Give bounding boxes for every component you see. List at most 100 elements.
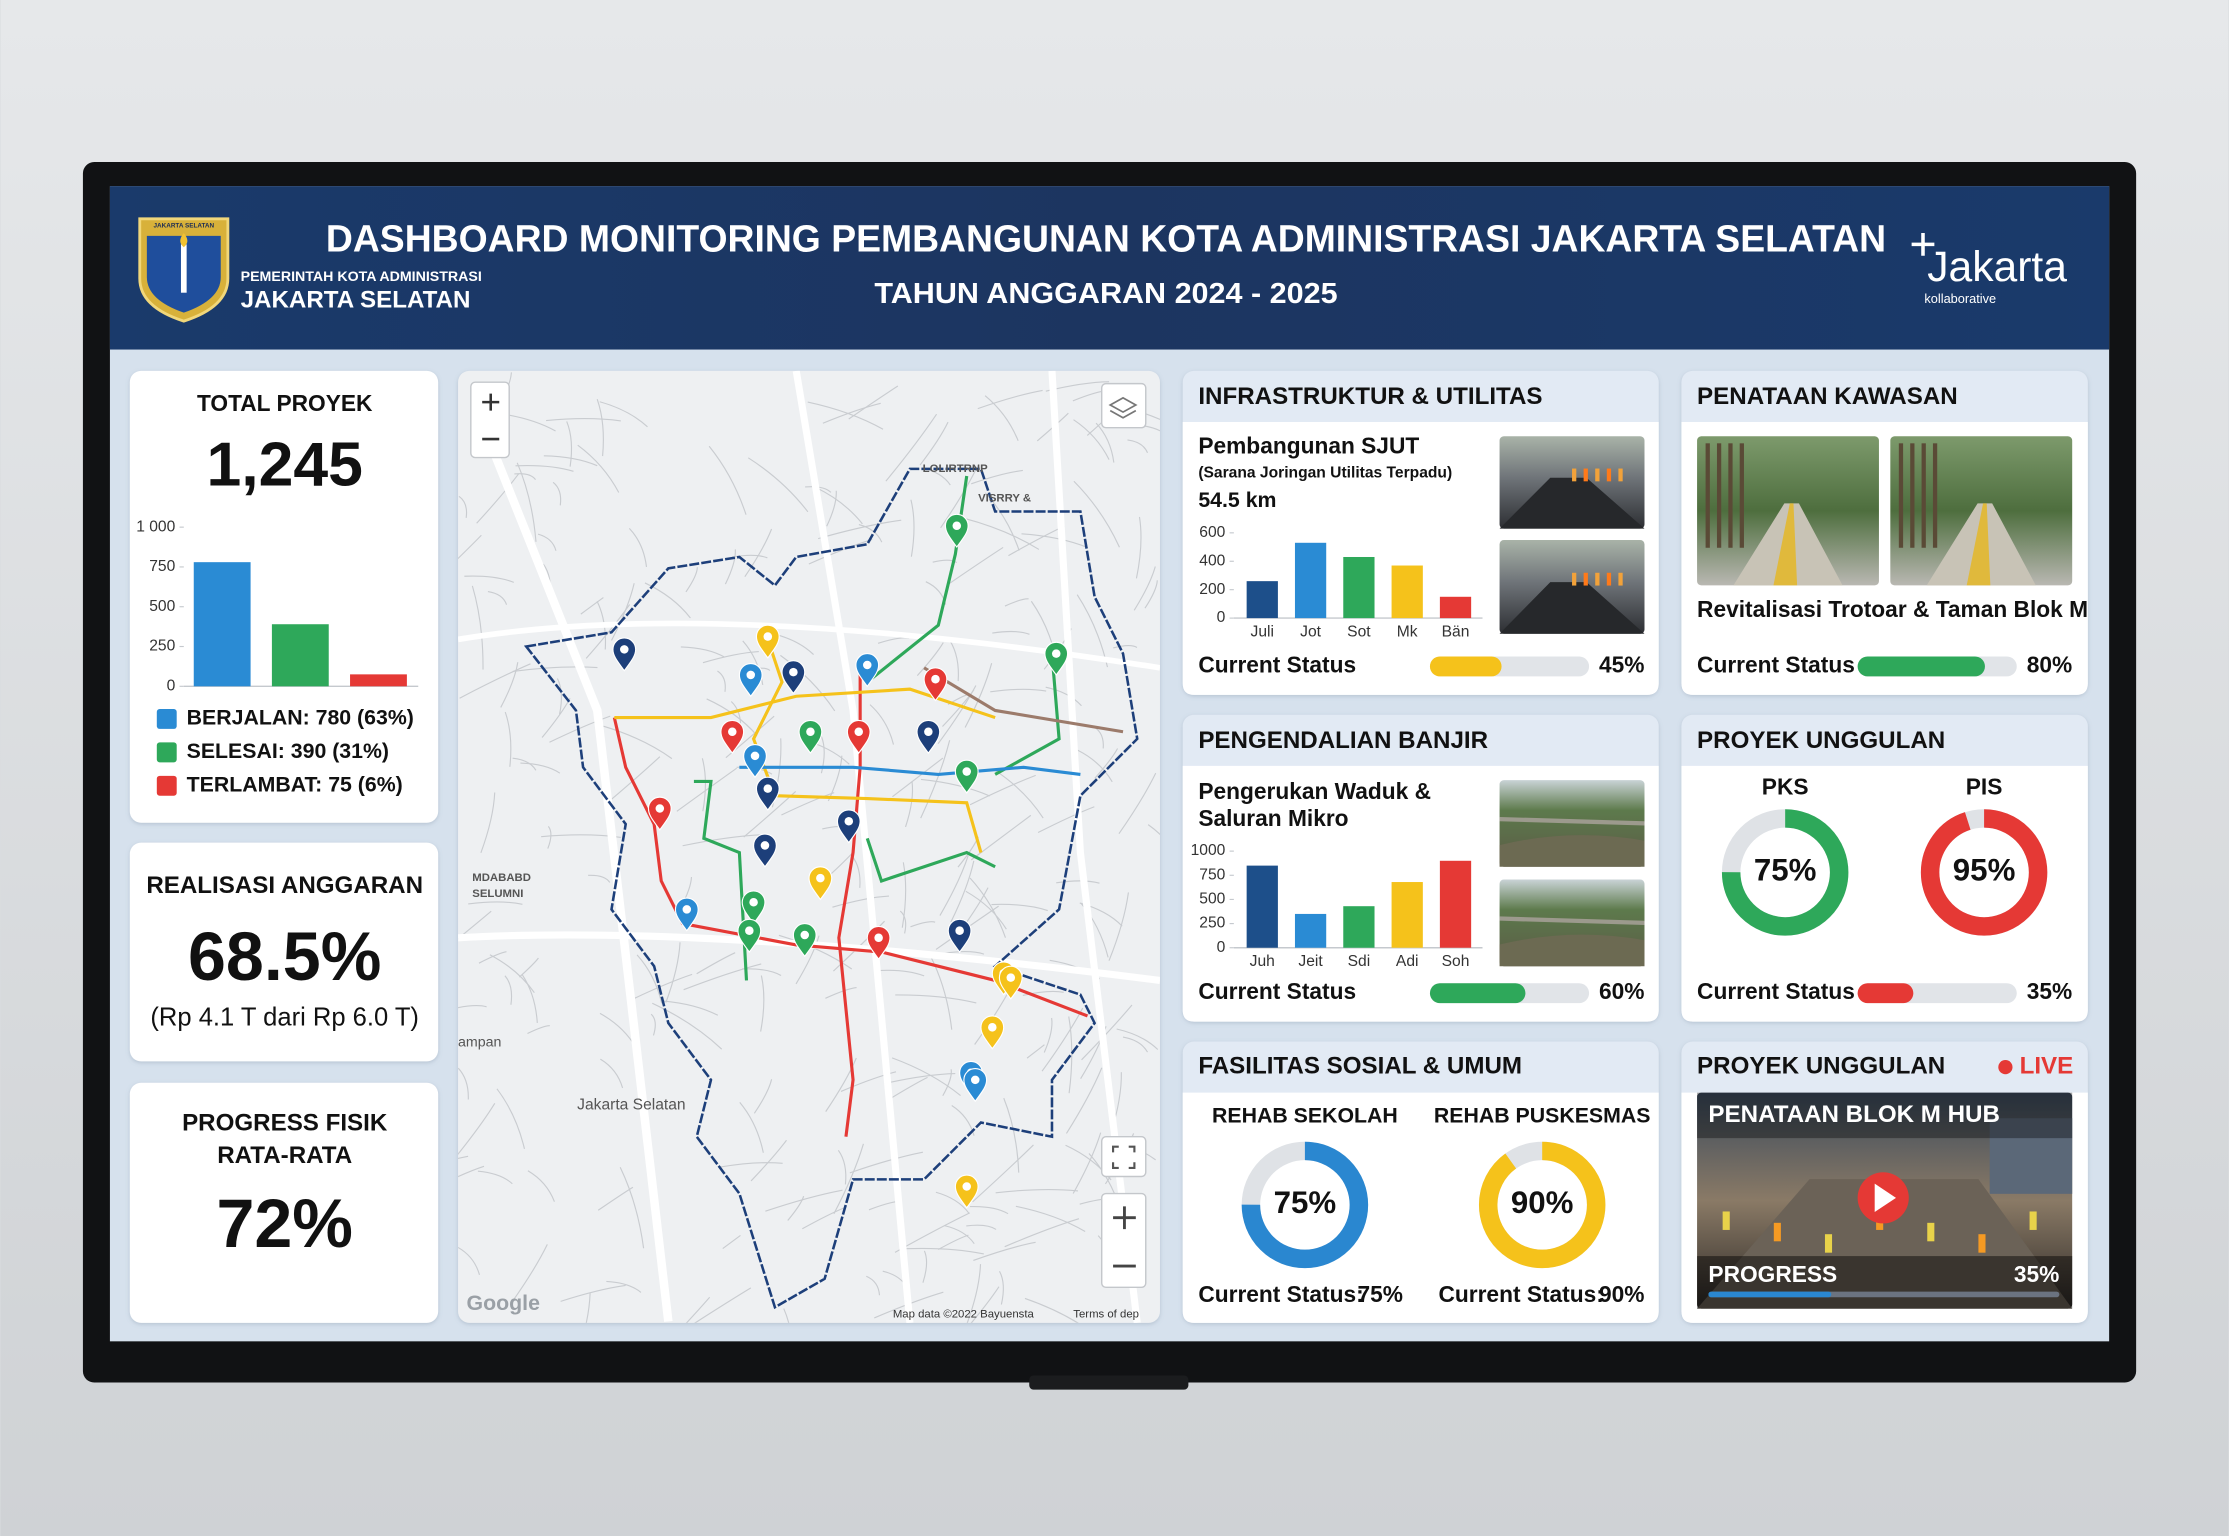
map-label: VISRRY & — [978, 493, 1031, 505]
map-street — [814, 486, 863, 525]
map-street — [685, 567, 698, 593]
map-street — [969, 1205, 1009, 1215]
map-button[interactable] — [1101, 1136, 1147, 1178]
map-pin — [963, 1068, 988, 1103]
map-street — [783, 1308, 794, 1323]
photo-worker — [1824, 1234, 1833, 1253]
y-tick-label: 1 000 — [136, 518, 175, 535]
card-title: TOTAL PROYEK — [197, 390, 373, 416]
map-attribution: Map data ©2022 Bayuensta — [893, 1308, 1035, 1320]
donut-value: 90% — [1511, 1185, 1574, 1220]
map-street — [742, 640, 764, 686]
photo-road — [1499, 582, 1645, 634]
map-street — [458, 534, 482, 585]
map-pin — [954, 759, 979, 794]
map-terms: Terms of dep — [1073, 1308, 1139, 1320]
bar — [193, 562, 251, 687]
map-street — [739, 1102, 764, 1153]
status-label: Current Status — [1198, 978, 1356, 1004]
map-pin — [738, 663, 763, 698]
map-pin — [855, 653, 880, 688]
map-street — [599, 401, 648, 428]
map-pin-dot — [800, 930, 810, 940]
map-street — [458, 910, 492, 960]
y-tick-label: 0 — [1217, 609, 1226, 626]
map-route — [693, 779, 749, 981]
map-pin-dot — [750, 751, 760, 761]
map-street — [765, 1189, 843, 1212]
photo-bank — [1499, 816, 1645, 826]
content: JAKARTA SELATAN PEMERINTAH KOTA ADMINISTR… — [129, 217, 2088, 1323]
status-label: Current Status: — [1438, 1281, 1603, 1307]
item-title: Revitalisasi Trotoar & Taman Blok M — [1697, 596, 2088, 622]
map-street — [969, 877, 1006, 938]
map-button[interactable] — [470, 381, 510, 459]
map-street — [840, 1071, 897, 1092]
map-street — [653, 1296, 711, 1323]
map-street — [932, 559, 957, 564]
bar — [1294, 913, 1327, 948]
photo-tree — [1921, 443, 1926, 548]
map-street — [781, 792, 835, 816]
emblem-monument — [180, 244, 187, 293]
map-street — [971, 469, 1023, 485]
card-title: PENATAAN KAWASAN — [1697, 383, 1958, 410]
map-street — [930, 956, 953, 1030]
card-title: RATA-RATA — [217, 1142, 352, 1169]
zoom-icons — [482, 393, 500, 441]
map-street — [892, 757, 944, 798]
photo-worker — [1773, 1222, 1781, 1242]
map-street — [628, 528, 648, 568]
legend-label: TERLAMBAT: 75 (6%) — [187, 772, 403, 796]
bar — [1439, 860, 1472, 948]
live-dot — [1998, 1059, 2013, 1075]
map-street — [780, 654, 836, 712]
map-street — [514, 473, 537, 481]
map-logo: Google — [467, 1291, 541, 1315]
map-pin-dot — [854, 727, 863, 737]
map-street — [1022, 990, 1064, 996]
map-street — [1113, 644, 1138, 649]
donut-arc — [1721, 809, 1849, 936]
status-label: Current Status — [1697, 651, 1855, 677]
map-street — [826, 490, 837, 527]
map-street — [778, 934, 853, 970]
photo — [1697, 436, 1879, 586]
map-street — [876, 969, 925, 977]
map-street — [1024, 1297, 1097, 1323]
map-pin-dot — [862, 660, 872, 670]
map-pin — [792, 923, 817, 958]
map-street — [636, 954, 663, 1004]
photo-worker — [1595, 572, 1600, 586]
photo-worker — [1583, 468, 1588, 482]
map-pin-dot — [763, 784, 773, 793]
emblem-text: JAKARTA SELATAN — [153, 223, 214, 230]
photo-tree — [1716, 443, 1722, 548]
map-street — [910, 921, 936, 928]
map-street — [458, 1103, 496, 1158]
map-street — [833, 1143, 864, 1214]
video-title-bar — [1697, 1092, 2073, 1139]
map-street — [576, 1293, 591, 1323]
map-street — [527, 1025, 550, 1035]
map-street — [787, 1196, 805, 1221]
x-tick-label: Sdi — [1348, 953, 1371, 970]
status-value: 75% — [1357, 1281, 1402, 1307]
legend-swatch — [156, 709, 177, 729]
bar — [1246, 865, 1278, 948]
map-button[interactable] — [1101, 382, 1147, 429]
status-value: 90% — [1599, 1281, 1644, 1307]
map-street — [680, 1287, 752, 1323]
map-street — [1073, 419, 1110, 460]
map-street — [866, 1275, 881, 1296]
map-street — [948, 546, 1004, 585]
brand-sub: kollaborative — [1924, 291, 1996, 306]
map-street — [478, 951, 507, 964]
legend-label: BERJALAN: 780 (63%) — [187, 706, 414, 730]
map-street — [1004, 1218, 1080, 1248]
map-pin-dot — [970, 1075, 980, 1085]
y-tick-label: 600 — [1199, 524, 1225, 541]
map-street — [1081, 1004, 1133, 1061]
x-tick-label: Jeit — [1298, 953, 1323, 970]
